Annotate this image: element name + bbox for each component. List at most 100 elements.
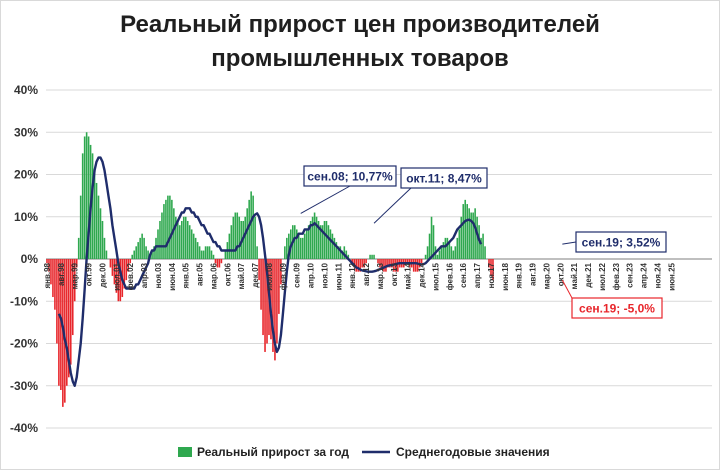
y-tick-label: -40% bbox=[10, 421, 38, 435]
y-tick-label: -30% bbox=[10, 379, 38, 393]
bar bbox=[248, 199, 250, 259]
bar bbox=[416, 259, 419, 272]
callouts: сен.08; 10,77% окт.11; 8,47% сен.19; 3,52%… bbox=[300, 165, 667, 319]
bar bbox=[276, 259, 278, 344]
bar bbox=[218, 259, 221, 268]
x-tick-label: окт.06 bbox=[223, 262, 232, 286]
bar bbox=[210, 250, 213, 259]
y-tick-label: 40% bbox=[14, 83, 38, 97]
bar bbox=[333, 237, 336, 259]
bar bbox=[428, 233, 431, 259]
bar bbox=[184, 216, 187, 259]
bar bbox=[323, 220, 326, 259]
bar bbox=[395, 259, 397, 272]
callout-label: сен.19; 3,52% bbox=[582, 236, 661, 250]
bar bbox=[295, 229, 298, 259]
bar bbox=[406, 259, 409, 264]
bar bbox=[220, 259, 223, 264]
chart-title: Реальный прирост цен производителей пром… bbox=[0, 8, 720, 76]
x-tick-label: мар.13 bbox=[376, 262, 385, 289]
y-tick-label: 10% bbox=[14, 210, 38, 224]
bar bbox=[83, 136, 86, 259]
bar bbox=[52, 259, 54, 298]
bar bbox=[87, 136, 90, 259]
bar bbox=[440, 246, 443, 259]
bar bbox=[147, 250, 149, 259]
bar bbox=[446, 237, 449, 259]
bar bbox=[305, 229, 308, 259]
bar bbox=[266, 259, 268, 344]
bar bbox=[111, 259, 114, 276]
legend-swatch-bars bbox=[178, 447, 192, 457]
callout-leader bbox=[561, 279, 573, 299]
bar bbox=[299, 237, 302, 259]
bar bbox=[167, 195, 169, 259]
x-tick-label: янв.05 bbox=[182, 262, 191, 288]
bar bbox=[208, 246, 211, 259]
callout-box bbox=[400, 167, 488, 189]
bar bbox=[180, 220, 183, 259]
bar bbox=[286, 237, 288, 259]
bar bbox=[81, 153, 84, 259]
x-tick-label: окт.20 bbox=[556, 262, 565, 286]
legend-label-bars: Реальный прирост за год bbox=[197, 445, 349, 459]
bar bbox=[317, 220, 320, 259]
callout-leader bbox=[373, 187, 412, 224]
x-tick-label: май.14 bbox=[404, 262, 413, 289]
bar bbox=[319, 225, 322, 259]
x-tick-label: янв.98 bbox=[43, 262, 52, 288]
bar bbox=[353, 259, 356, 268]
bar bbox=[270, 259, 272, 340]
bar bbox=[175, 216, 177, 259]
callout-leader bbox=[300, 185, 351, 214]
bar bbox=[85, 132, 88, 259]
x-tick-label: сен.09 bbox=[293, 262, 302, 287]
bar bbox=[337, 246, 340, 259]
bar bbox=[458, 229, 461, 259]
bar bbox=[139, 237, 141, 259]
x-tick-label: ноя.17 bbox=[487, 262, 496, 288]
bar bbox=[250, 191, 252, 259]
bar bbox=[492, 259, 494, 281]
bar bbox=[464, 199, 467, 259]
bar bbox=[169, 195, 171, 259]
bar bbox=[389, 259, 391, 268]
bar bbox=[381, 259, 383, 268]
bar bbox=[165, 199, 167, 259]
bar bbox=[355, 259, 357, 272]
bar bbox=[115, 259, 118, 293]
bar bbox=[313, 212, 316, 259]
bar bbox=[73, 259, 76, 302]
bar bbox=[274, 259, 276, 361]
bar bbox=[297, 233, 300, 259]
bar bbox=[69, 259, 72, 365]
bar bbox=[432, 225, 435, 259]
bar bbox=[93, 170, 96, 259]
bar bbox=[321, 225, 324, 259]
x-tick-label: мар.20 bbox=[542, 262, 551, 289]
bar bbox=[426, 246, 429, 259]
bar bbox=[472, 212, 474, 259]
callout-leader bbox=[562, 241, 577, 245]
bar bbox=[361, 259, 363, 268]
x-tick-label: фев.09 bbox=[279, 262, 288, 290]
bar bbox=[143, 237, 145, 259]
bar bbox=[339, 246, 342, 259]
bar bbox=[60, 259, 62, 390]
bar bbox=[236, 212, 239, 259]
line-layer bbox=[57, 156, 483, 387]
x-tick-label: апр.24 bbox=[640, 262, 649, 288]
x-tick-label: июн.11 bbox=[334, 262, 343, 290]
bar bbox=[135, 246, 137, 259]
bar bbox=[412, 259, 415, 272]
x-tick-label: май.21 bbox=[570, 262, 579, 289]
x-tick-label: апр.10 bbox=[307, 262, 316, 288]
bar bbox=[206, 246, 209, 259]
bar bbox=[105, 250, 108, 259]
bar bbox=[315, 216, 318, 259]
bar bbox=[101, 220, 104, 259]
callout-label: сен.08; 10,77% bbox=[307, 170, 393, 184]
x-axis: янв.98 авг.98 мар.99 окт.99 дек.00 июл.01 фев.… bbox=[43, 262, 676, 290]
bar bbox=[309, 220, 312, 259]
x-tick-label: дек.21 bbox=[584, 262, 593, 287]
